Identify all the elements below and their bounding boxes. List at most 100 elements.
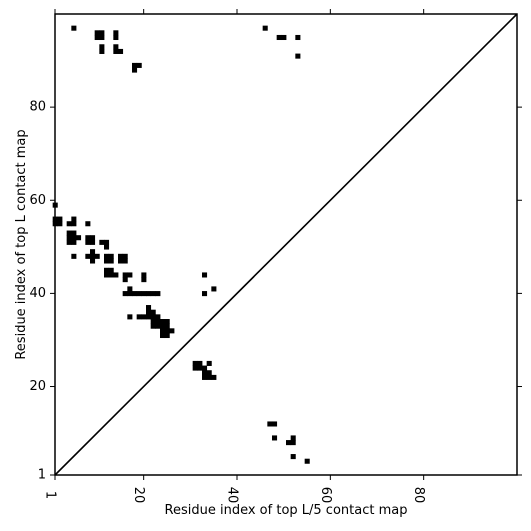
contact-cell-top-l	[52, 221, 58, 227]
contact-cell-top-l	[150, 319, 156, 325]
contact-cell-top-l	[108, 267, 114, 273]
contact-cell-top-l	[99, 48, 105, 54]
x-tick-label: 60	[318, 487, 333, 504]
contact-cell-top-l	[57, 221, 63, 227]
contact-cell-top-l	[155, 291, 161, 297]
contact-cells	[52, 25, 310, 464]
contact-cell-top-l	[85, 235, 91, 241]
contact-cell-top-l	[202, 365, 208, 371]
contact-cell-top-l	[127, 286, 133, 292]
contact-cell-top-l	[90, 239, 96, 245]
contact-cell-top-l	[202, 272, 208, 278]
contact-cell-top-l5	[290, 454, 296, 460]
contact-cell-top-l	[132, 62, 138, 68]
contact-cell-top-l	[197, 365, 203, 371]
contact-cell-top-l	[76, 235, 82, 241]
plot-area	[52, 13, 518, 476]
contact-cell-top-l	[118, 258, 124, 264]
contact-cell-top-l	[136, 291, 142, 297]
contact-cell-top-l5	[286, 440, 292, 446]
contact-cell-top-l5	[295, 34, 301, 41]
contact-cell-top-l	[71, 235, 77, 241]
contact-cell-top-l	[202, 374, 208, 380]
contact-cell-top-l	[99, 239, 105, 245]
contact-cell-top-l	[122, 291, 128, 297]
contact-cell-top-l	[192, 365, 198, 371]
contact-cell-top-l	[211, 374, 217, 380]
contact-cell-top-l	[118, 48, 124, 54]
contact-cell-top-l	[150, 323, 156, 329]
contact-cell-top-l	[122, 277, 128, 283]
contact-cell-top-l	[122, 253, 128, 259]
contact-cell-top-l	[71, 230, 77, 236]
contact-cell-top-l	[113, 44, 119, 50]
contact-cell-top-l	[104, 258, 110, 264]
contact-cell-top-l	[160, 319, 166, 325]
contact-cell-top-l5	[290, 440, 296, 446]
contact-cell-top-l	[90, 249, 96, 255]
contact-cell-top-l5	[290, 435, 296, 441]
contact-cell-top-l	[122, 258, 128, 264]
contact-cell-top-l	[160, 332, 166, 339]
contact-cell-top-l	[104, 272, 110, 278]
contact-cell-top-l	[90, 235, 96, 241]
contact-cell-top-l	[108, 253, 114, 259]
contact-cell-top-l	[202, 370, 208, 376]
contact-cell-top-l	[66, 235, 72, 241]
contact-cell-top-l	[99, 30, 105, 36]
contact-cell-top-l	[141, 314, 147, 320]
contact-cell-top-l	[206, 360, 212, 366]
x-axis: 1 20 40 60 80	[43, 9, 426, 504]
contact-cell-top-l	[155, 319, 161, 325]
contact-cell-top-l	[104, 253, 110, 259]
contact-cell-top-l	[146, 291, 152, 297]
contact-cell-top-l5	[272, 421, 278, 427]
contact-cell-top-l5	[276, 34, 282, 41]
contact-cell-top-l	[94, 30, 100, 36]
contact-cell-top-l	[108, 258, 114, 264]
contact-cell-top-l	[146, 314, 152, 320]
y-tick-label: 80	[29, 100, 46, 115]
contact-cell-top-l	[94, 34, 100, 41]
contact-cell-top-l	[104, 244, 110, 250]
contact-cell-top-l5	[272, 435, 278, 441]
contact-cell-top-l	[71, 239, 77, 245]
contact-cell-top-l	[99, 44, 105, 50]
contact-cell-top-l	[206, 374, 212, 380]
contact-cell-top-l	[127, 314, 133, 320]
contact-cell-top-l	[150, 309, 156, 315]
contact-cell-top-l	[85, 221, 91, 227]
contact-cell-top-l	[155, 314, 161, 320]
contact-cell-top-l	[150, 314, 156, 320]
contact-cell-top-l	[150, 291, 156, 297]
contact-cell-top-l	[90, 253, 96, 259]
x-tick-label: 20	[131, 487, 146, 504]
contact-cell-top-l	[164, 332, 170, 339]
contact-cell-top-l	[132, 291, 138, 297]
contact-cell-top-l	[66, 239, 72, 245]
contact-cell-top-l5	[267, 421, 273, 427]
contact-cell-top-l	[164, 328, 170, 334]
contact-cell-top-l	[85, 239, 91, 245]
contact-cell-top-l	[141, 277, 147, 283]
contact-cell-top-l5	[304, 458, 310, 464]
contact-cell-top-l	[113, 34, 119, 41]
contact-cell-top-l5	[281, 34, 287, 41]
contact-cell-top-l	[122, 272, 128, 278]
contact-cell-top-l	[202, 291, 208, 297]
contact-cell-top-l	[127, 272, 133, 278]
x-axis-title: Residue index of top L/5 contact map	[165, 503, 408, 518]
contact-cell-top-l	[141, 272, 147, 278]
contact-cell-top-l	[206, 370, 212, 376]
contact-cell-top-l5	[295, 53, 301, 59]
contact-cell-top-l	[141, 291, 147, 297]
contact-cell-top-l	[71, 216, 77, 222]
y-tick-label: 1	[38, 468, 46, 483]
contact-cell-top-l	[52, 202, 58, 208]
contact-cell-top-l	[146, 305, 152, 311]
contact-cell-top-l	[160, 328, 166, 334]
contact-cell-top-l	[104, 267, 110, 273]
contact-cell-top-l	[71, 253, 77, 259]
contact-cell-top-l	[192, 360, 198, 366]
